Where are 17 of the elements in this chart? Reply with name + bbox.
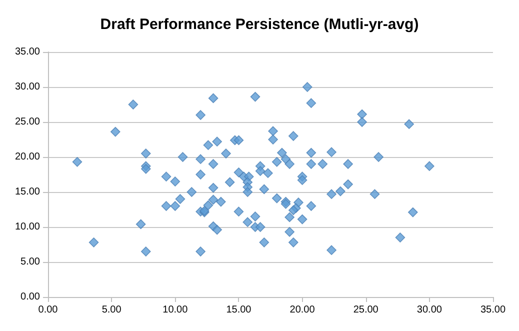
y-tick-label: 10.00	[14, 222, 40, 232]
y-tick-label: 5.00	[20, 256, 40, 268]
y-tick-label: 35.00	[14, 46, 40, 58]
x-tick-label: 5.00	[102, 304, 122, 316]
y-tick-label: 20.00	[14, 152, 40, 162]
x-tick-label: 30.00	[416, 304, 442, 316]
x-tick-label: 10.00	[162, 304, 188, 316]
y-tick-label: 0.00	[20, 292, 40, 302]
y-tick-label: 25.00	[14, 116, 40, 128]
y-tick-label: 30.00	[14, 82, 40, 92]
chart-title: Draft Performance Persistence (Mutli-yr-avg)	[100, 16, 419, 33]
y-tick-label: 15.00	[14, 186, 40, 198]
x-tick-label: 15.00	[226, 304, 252, 316]
x-tick-label: 20.00	[290, 304, 316, 316]
x-tick-label: 0.00	[38, 304, 58, 316]
x-tick-label: 25.00	[353, 304, 379, 316]
x-tick-label: 35.00	[480, 304, 506, 316]
